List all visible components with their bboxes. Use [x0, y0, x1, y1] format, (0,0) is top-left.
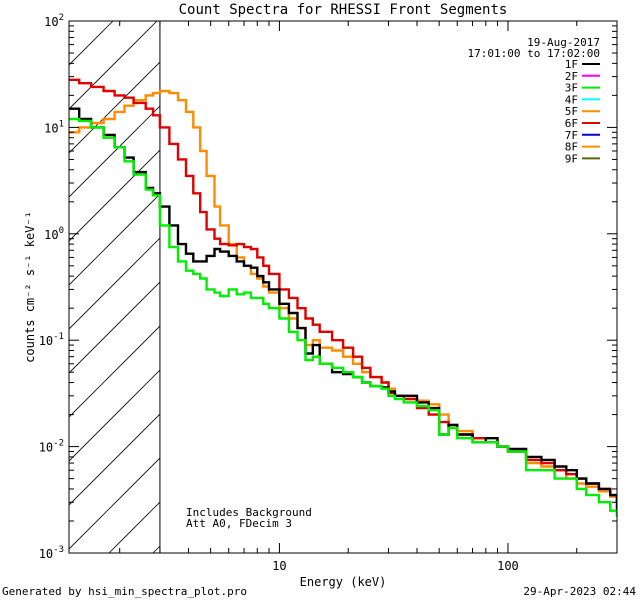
series-layer — [69, 78, 617, 517]
hatched-energy-region — [69, 21, 617, 553]
legend-label-3f: 3F — [565, 82, 578, 95]
legend-label-4f: 4F — [565, 93, 578, 106]
x-axis-label: Energy (keV) — [300, 575, 387, 589]
y-tick-label: 10-3 — [39, 545, 64, 561]
plot-frame — [68, 20, 618, 554]
header-date: 19-Aug-2017 — [527, 36, 600, 49]
annotation-background: Includes Background — [186, 506, 312, 519]
legend-label-1f: 1F — [565, 58, 578, 71]
chart-title: Count Spectra for RHESSI Front Segments — [179, 2, 508, 18]
series-3f — [69, 117, 617, 517]
hatch-mask — [159, 21, 617, 553]
header-time-range: 17:01:00 to 17:02:00 — [468, 47, 600, 60]
hatch-line — [69, 21, 246, 198]
generated-date-footer: 29-Apr-2023 02:44 — [523, 585, 636, 598]
y-tick-label: 102 — [44, 13, 64, 29]
x-tick-label: 10 — [272, 559, 286, 573]
y-tick-label: 10-1 — [39, 332, 64, 348]
y-tick-labels: 10-3 10-2 10-1 100 101 102 — [39, 13, 64, 561]
hatch-line — [69, 21, 202, 154]
legend-label-2f: 2F — [565, 70, 578, 83]
x-tick-labels: 10 100 — [272, 559, 519, 573]
legend-label-5f: 5F — [565, 105, 578, 118]
hatch-line — [69, 21, 114, 66]
y-tick-label: 10-2 — [39, 439, 64, 455]
y-tick-label: 101 — [44, 119, 64, 135]
x-tick-label: 100 — [497, 559, 519, 573]
legend-label-6f: 6F — [565, 117, 578, 130]
legend-label-8f: 8F — [565, 141, 578, 154]
generated-by-footer: Generated by hsi_min_spectra_plot.pro — [2, 585, 248, 598]
legend-label-9f: 9F — [565, 152, 578, 165]
annotation-attenuator: Att A0, FDecim 3 — [186, 517, 292, 530]
y-axis-label: counts cm⁻² s⁻¹ keV⁻¹ — [23, 211, 37, 363]
legend-label-7f: 7F — [565, 129, 578, 142]
y-tick-label: 100 — [44, 226, 64, 242]
axis-ticks — [69, 20, 618, 554]
